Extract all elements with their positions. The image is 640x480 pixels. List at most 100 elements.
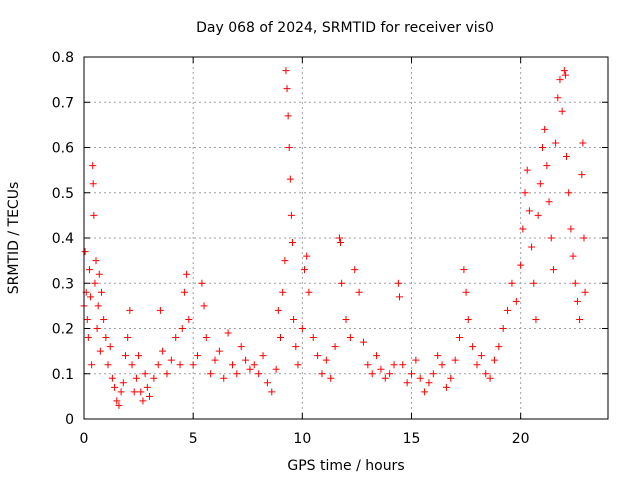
data-point [547, 234, 555, 242]
data-point [284, 112, 292, 120]
data-point [117, 388, 125, 396]
data-point [337, 239, 345, 247]
data-point [272, 365, 280, 373]
data-point [462, 288, 470, 296]
data-point [200, 302, 208, 310]
data-point [523, 166, 531, 174]
data-point [141, 370, 149, 378]
data-point [287, 211, 295, 219]
data-point [81, 248, 89, 256]
y-tick-label: 0.8 [52, 50, 74, 66]
y-tick-label: 0.5 [52, 186, 74, 202]
data-point [279, 288, 287, 296]
data-point [335, 234, 343, 242]
data-point [96, 347, 104, 355]
data-point [403, 379, 411, 387]
x-tick-label: 20 [512, 431, 530, 447]
data-point [408, 370, 415, 378]
data-point [554, 94, 562, 102]
x-tick-label: 5 [189, 431, 198, 447]
data-point [159, 347, 167, 355]
data-point [84, 334, 92, 342]
y-tick-label: 0.3 [52, 276, 74, 292]
data-point [549, 266, 557, 274]
data-point [477, 352, 485, 360]
data-point [215, 347, 223, 355]
data-point [290, 315, 298, 323]
x-tick-label: 10 [293, 431, 311, 447]
data-point [390, 361, 398, 369]
x-tick-label: 0 [80, 431, 89, 447]
data-point [560, 67, 568, 75]
data-point [102, 334, 110, 342]
data-point [126, 306, 134, 314]
data-point [292, 343, 300, 351]
data-point [309, 334, 317, 342]
data-point [183, 270, 191, 278]
data-point [519, 225, 527, 233]
data-point [438, 361, 446, 369]
data-point [202, 334, 210, 342]
data-point [156, 306, 164, 314]
data-point [282, 67, 290, 75]
data-point [294, 361, 302, 369]
data-point [150, 374, 158, 382]
x-tick-label: 15 [403, 431, 421, 447]
data-point [301, 266, 309, 274]
data-point [130, 388, 138, 396]
data-point [143, 383, 151, 391]
data-point [211, 356, 219, 364]
data-point [342, 315, 350, 323]
data-point [528, 243, 536, 251]
data-point [464, 315, 472, 323]
x-axis-label: GPS time / hours [287, 458, 404, 474]
data-point [87, 293, 95, 301]
data-point [233, 370, 241, 378]
data-point [220, 374, 228, 382]
data-point [246, 365, 254, 373]
data-point [490, 356, 498, 364]
data-point [93, 325, 101, 332]
y-tick-label: 0.6 [52, 141, 74, 157]
data-point [521, 189, 529, 197]
data-point [305, 288, 313, 296]
data-point [355, 288, 363, 296]
data-point [425, 379, 433, 387]
y-axis-label: SRMTID / TECUs [6, 182, 22, 295]
data-point [176, 361, 184, 369]
data-point [541, 125, 549, 133]
data-point [442, 383, 450, 391]
data-point [83, 315, 91, 323]
data-point [100, 315, 108, 323]
data-point [139, 397, 147, 405]
data-point [94, 302, 102, 310]
data-point [285, 144, 293, 151]
data-point [259, 352, 267, 360]
data-point [473, 361, 481, 369]
data-point [255, 370, 263, 378]
data-point [359, 338, 367, 346]
data-point [108, 374, 116, 382]
data-point [207, 370, 215, 378]
y-tick-label: 0.7 [52, 95, 74, 111]
data-point [85, 266, 93, 274]
data-point [451, 356, 459, 364]
data-point [277, 334, 284, 342]
data-point [119, 379, 127, 387]
data-point [545, 198, 553, 206]
data-point [534, 211, 542, 219]
data-point [89, 162, 97, 170]
data-point [189, 361, 197, 369]
data-point [373, 352, 381, 360]
data-point [289, 239, 297, 247]
data-point [167, 356, 175, 364]
data-point [331, 343, 339, 351]
data-point [115, 401, 123, 409]
data-point [89, 180, 97, 188]
data-point [146, 392, 153, 400]
data-point [573, 297, 581, 305]
y-tick-label: 0.1 [52, 367, 74, 383]
data-point [274, 306, 282, 314]
data-point [456, 334, 464, 342]
